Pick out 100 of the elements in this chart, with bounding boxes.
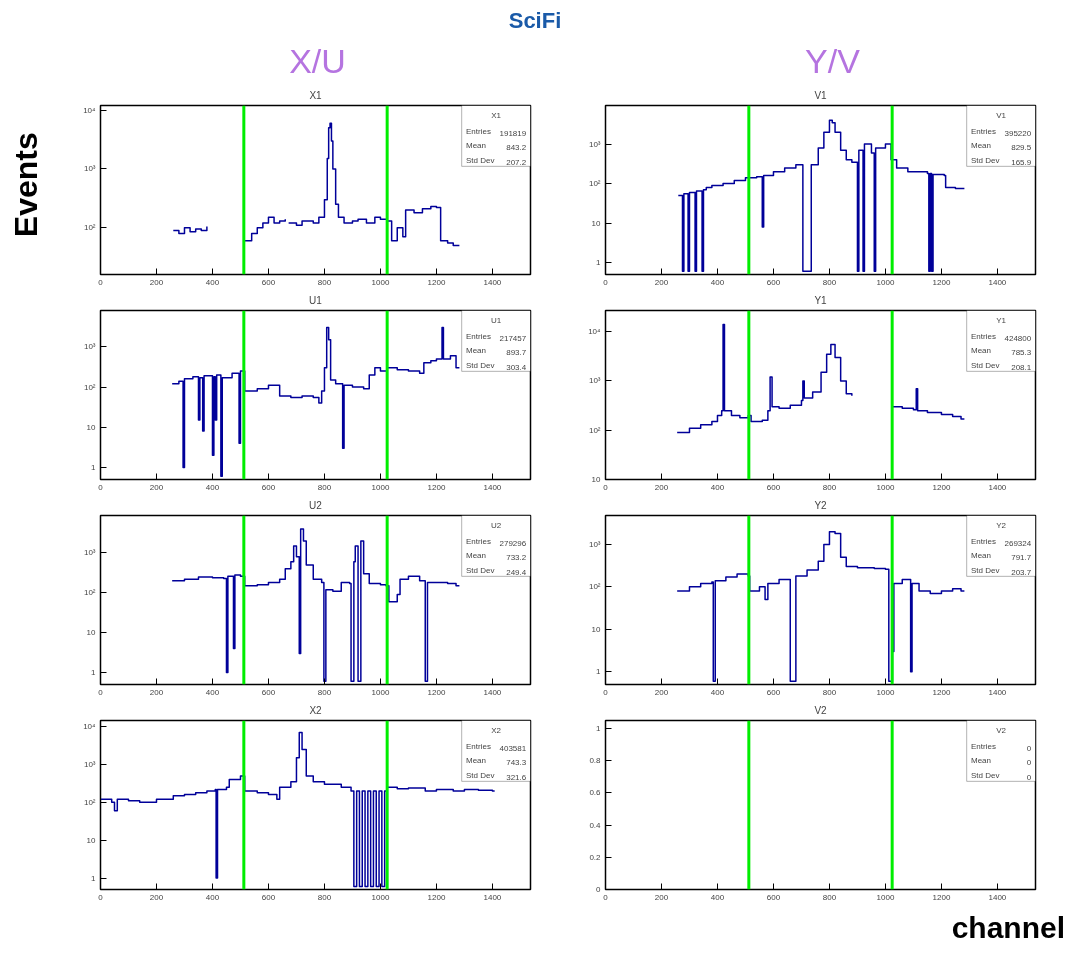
annotation: 0 [1026,743,1032,753]
annotation: X2 [491,725,502,735]
y-tick-label: 10 [86,628,97,638]
x-tick-label: 600 [766,277,781,287]
annotation: 0 [1026,772,1032,782]
annotation: Entries [971,126,996,136]
x-tick-label: 1000 [371,687,390,697]
annotation: Std Dev [466,565,495,575]
annotation: Entries [466,536,491,546]
y-tick-label: 10³ [83,548,96,558]
annotation: 403581 [499,743,527,753]
x-tick-label: 1200 [427,892,446,902]
x-tick-label: 600 [261,277,276,287]
y-tick-label: 10 [591,475,602,484]
x-tick-label: 1000 [371,482,390,492]
x-tick-label: 800 [822,277,837,287]
annotation: Mean [971,756,992,766]
x-tick-label: 600 [766,687,781,697]
x-tick-label: 0 [98,482,104,492]
x-tick-label: 200 [149,482,164,492]
annotation: 743.3 [506,758,527,768]
annotation: Y2 [996,520,1007,530]
x-tick-label: 1200 [427,277,446,287]
annotation: Mean [466,141,487,151]
annotation: Mean [466,756,487,766]
x-tick-label: 1200 [932,482,951,492]
x-tick-label: 0 [603,687,609,697]
text: channel [951,910,1065,946]
chart-title: X1 [309,89,323,101]
y-tick-label: 10² [83,588,96,598]
y-tick-label: 10³ [83,164,96,174]
chart-title: V1 [814,89,828,101]
annotation: 279296 [499,538,527,548]
x-tick-label: 800 [317,277,332,287]
annotation: 785.3 [1011,348,1032,358]
annotation: Entries [971,741,996,751]
x-tick-label: 0 [603,277,609,287]
annotation: Mean [971,141,992,151]
x-tick-label: 800 [317,892,332,902]
x-tick-label: 1200 [932,892,951,902]
y-tick-label: 0.6 [589,788,602,798]
annotation: Mean [971,346,992,356]
annotation: 269324 [1004,538,1032,548]
y-tick-label: 10³ [83,759,96,769]
y-tick-label: 0.2 [589,852,602,862]
x-tick-label: 200 [654,277,669,287]
x-tick-label: 1000 [371,892,390,902]
annotation: U2 [490,520,502,530]
annotation: 191819 [499,128,527,138]
y-tick-label: 10² [588,425,601,435]
y-tick-label: 10² [588,179,601,189]
annotation: 791.7 [1011,553,1032,563]
y-tick-label: 1 [91,462,97,472]
x-tick-label: 1200 [427,482,446,492]
annotation: Y1 [996,315,1007,325]
x-tick-label: 600 [261,687,276,697]
annotation: 424800 [1004,333,1032,343]
annotation: U1 [490,315,502,325]
x-tick-label: 0 [98,892,104,902]
x-tick-label: 800 [822,482,837,492]
text: X/U [289,41,346,82]
x-tick-label: 1000 [876,892,895,902]
text: Events [7,132,44,238]
annotation: 395220 [1004,128,1032,138]
x-tick-label: 600 [766,482,781,492]
annotation: 733.2 [506,553,527,563]
annotation: 207.2 [506,157,527,167]
annotation: 893.7 [506,348,527,358]
x-tick-label: 400 [710,277,725,287]
x-tick-label: 1400 [988,482,1007,492]
annotation: V2 [996,725,1007,735]
y-tick-label: 1 [91,873,97,883]
x-tick-label: 800 [317,482,332,492]
annotation: 249.4 [506,567,527,577]
x-tick-label: 400 [205,482,220,492]
x-tick-label: 400 [710,482,725,492]
x-tick-label: 1400 [988,687,1007,697]
annotation: Std Dev [971,360,1000,370]
x-tick-label: 800 [822,892,837,902]
x-tick-label: 200 [149,687,164,697]
x-tick-label: 1400 [483,687,502,697]
annotation: V1 [996,110,1007,120]
y-tick-label: 10 [591,218,602,228]
y-tick-label: 10³ [588,376,601,386]
annotation: Mean [466,346,487,356]
x-tick-label: 600 [766,892,781,902]
y-tick-label: 10⁴ [588,327,602,337]
annotation: 203.7 [1011,567,1032,577]
annotation: 165.9 [1011,157,1032,167]
annotation: Entries [971,536,996,546]
chart-title: U2 [309,499,323,511]
x-tick-label: 1400 [483,277,502,287]
annotation: Mean [466,551,487,561]
y-tick-label: 10⁴ [83,722,97,732]
x-tick-label: 1400 [988,892,1007,902]
text: SciFi [508,7,562,35]
x-tick-label: 600 [261,482,276,492]
chart-title: U1 [309,294,323,306]
x-tick-label: 400 [205,892,220,902]
y-tick-label: 1 [596,724,602,734]
